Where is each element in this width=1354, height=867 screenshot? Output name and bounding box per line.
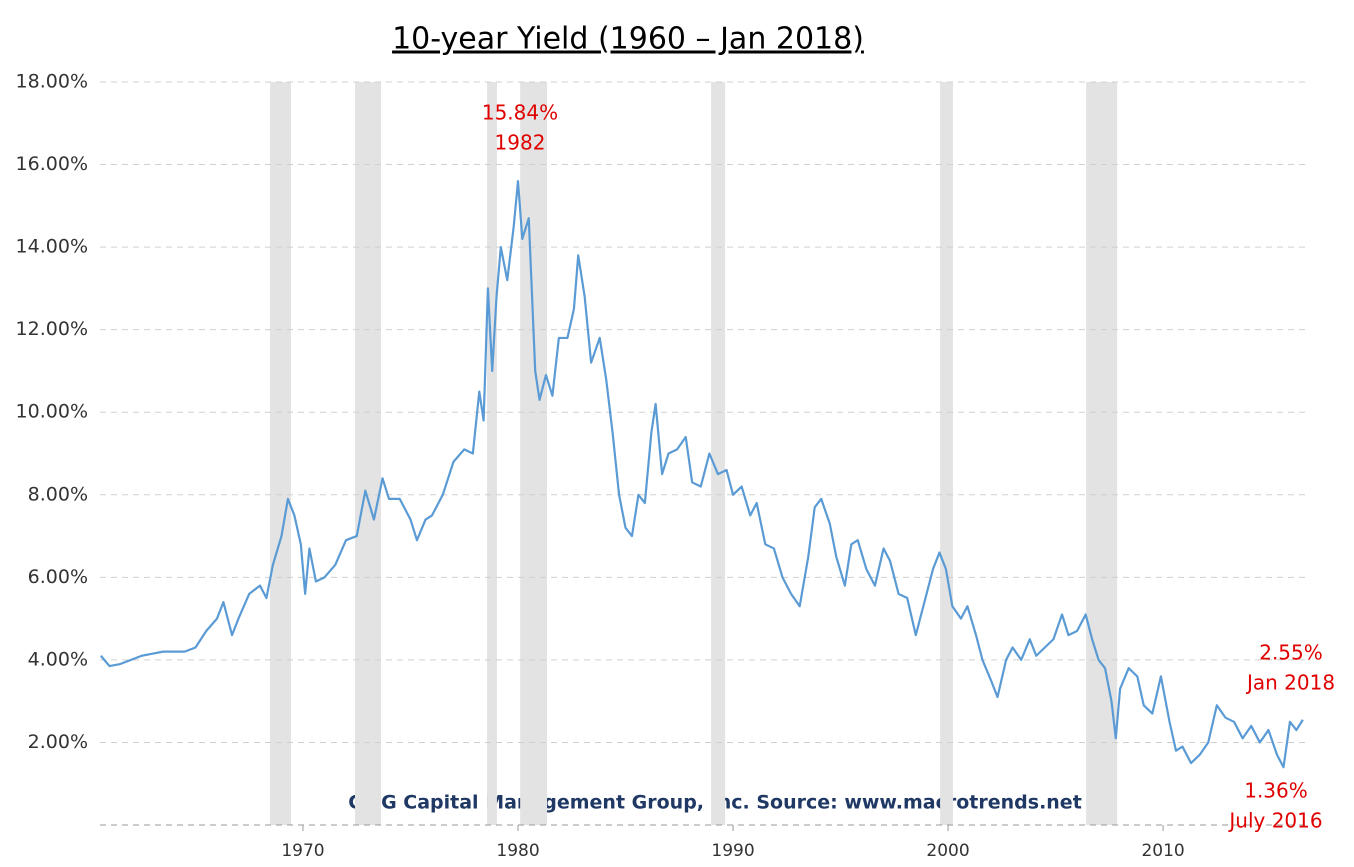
x-tick-label: 1980: [496, 841, 539, 861]
y-tick-label: 6.00%: [28, 566, 88, 588]
x-tick-label: 2000: [926, 841, 969, 861]
y-tick-label: 18.00%: [16, 71, 88, 93]
x-tick-label: 1970: [281, 841, 324, 861]
y-tick-label: 12.00%: [16, 318, 88, 340]
recession-band: [487, 82, 497, 825]
annotation: Jan 2018: [1245, 671, 1335, 695]
recession-band: [940, 82, 954, 825]
annotation: 1.36%: [1244, 779, 1308, 803]
chart-title: 10-year Yield (1960 – Jan 2018): [392, 22, 864, 57]
y-tick-label: 4.00%: [28, 648, 88, 670]
plot-area: 2.00% 4.00% 6.00% 8.00% 10.00% 12.00% 14.00% 16…: [16, 71, 1305, 861]
x-tick-label: 1990: [711, 841, 754, 861]
yield-line: [100, 179, 1304, 769]
y-tick-label: 14.00%: [16, 236, 88, 258]
y-tick-label: 10.00%: [16, 401, 88, 423]
recession-band: [355, 82, 382, 825]
annotation: July 2016: [1227, 809, 1322, 833]
y-tick-label: 2.00%: [28, 731, 88, 753]
y-tick-label: 8.00%: [28, 483, 88, 505]
recession-band: [711, 82, 726, 825]
annotation: 1982: [495, 131, 546, 155]
annotation: 2.55%: [1259, 641, 1323, 665]
x-tick-label: 2010: [1141, 841, 1184, 861]
recession-band: [270, 82, 291, 825]
annotation: 15.84%: [482, 101, 558, 125]
recession-band: [520, 82, 548, 825]
y-tick-label: 16.00%: [16, 153, 88, 175]
